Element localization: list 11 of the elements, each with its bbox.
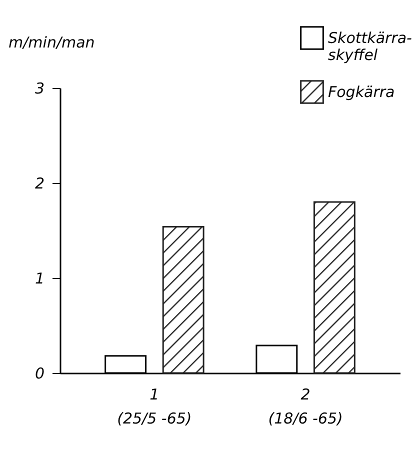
y-tick-label: 1 — [34, 270, 44, 288]
bar — [313, 201, 356, 374]
y-tick-label: 2 — [34, 174, 44, 192]
x-tick-label: 1 (25/5 -65) — [117, 386, 192, 428]
y-tick-label: 3 — [34, 80, 44, 98]
x-tick-label: 2 (18/6 -65) — [268, 386, 343, 428]
legend-label: Skottkärra- skyffel — [328, 29, 412, 64]
y-axis-title: m/min/man — [8, 34, 95, 52]
bar — [162, 226, 204, 374]
y-tick-label: 0 — [34, 364, 44, 382]
legend-label: Fogkärra — [328, 83, 395, 101]
